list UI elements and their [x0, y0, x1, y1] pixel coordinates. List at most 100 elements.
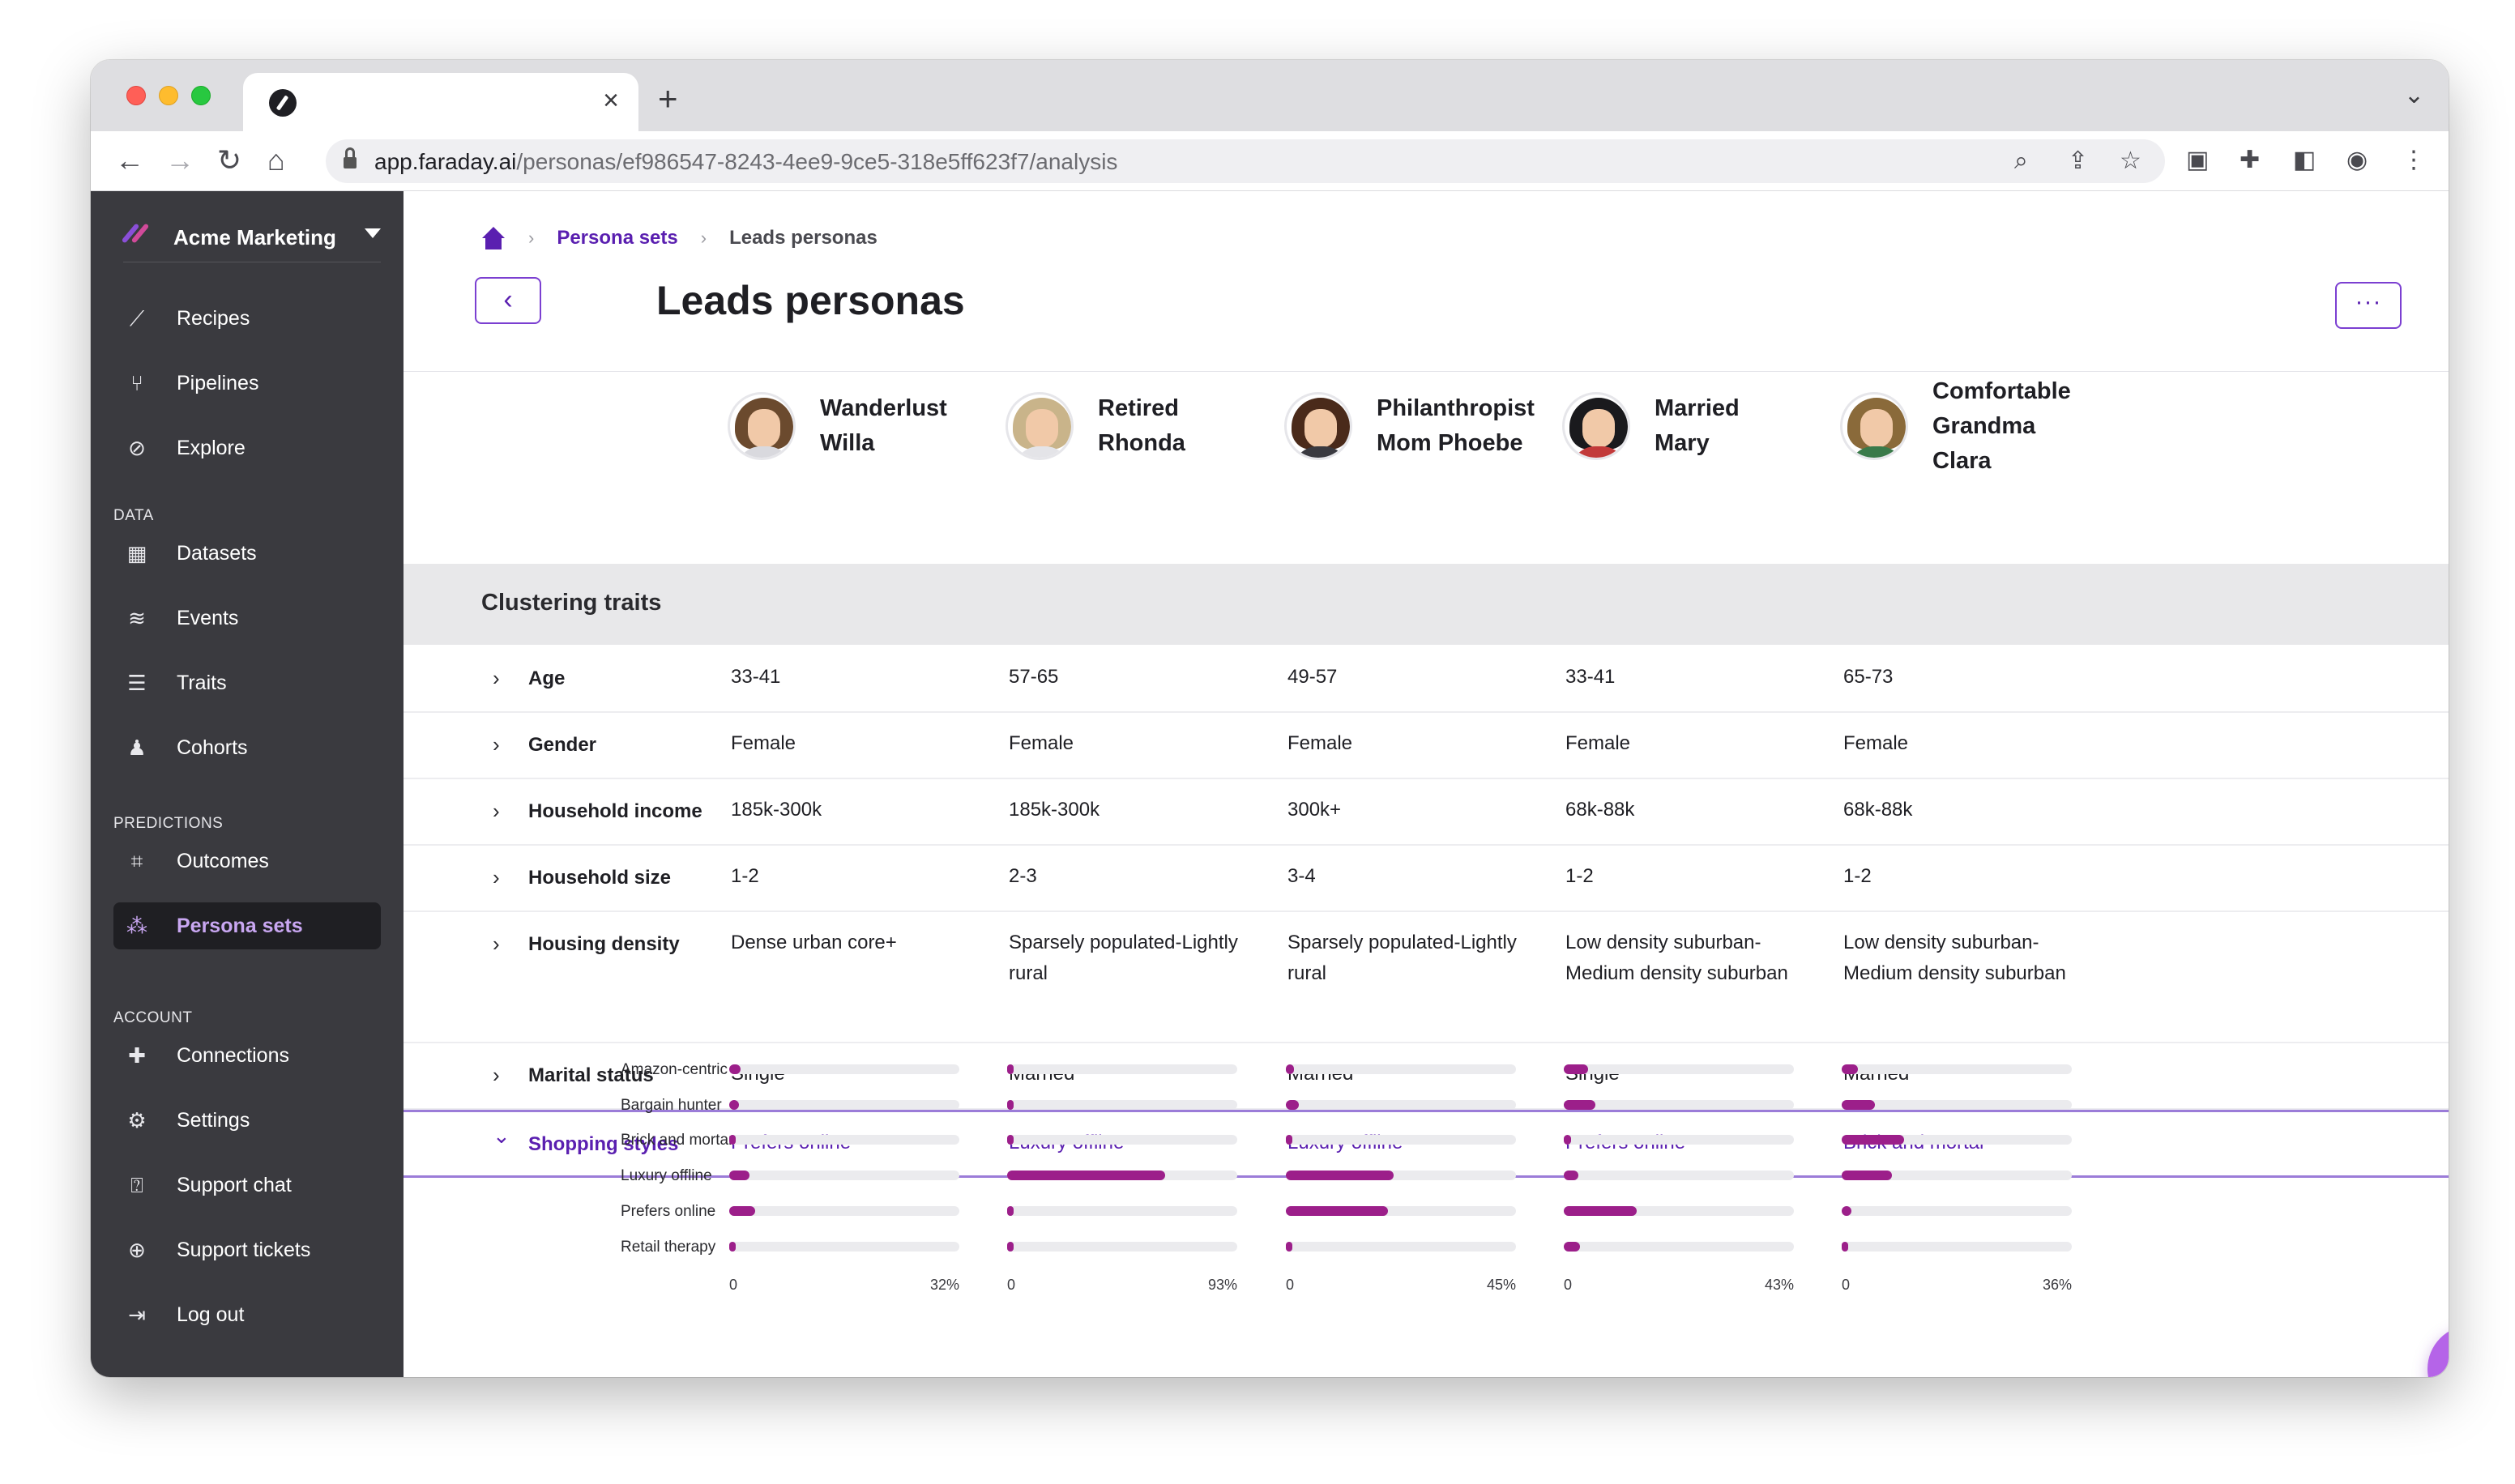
- chart-bar: [729, 1135, 736, 1145]
- sidebar-item-label: Cohorts: [177, 736, 248, 759]
- share-icon[interactable]: ⇪: [2068, 147, 2089, 174]
- tab-search-chevron-icon[interactable]: ⌄: [2403, 82, 2424, 109]
- forward-arrow-icon[interactable]: →: [165, 143, 194, 177]
- camera-icon[interactable]: ▣: [2186, 147, 2210, 173]
- trait-value: 68k-88k: [1843, 799, 1913, 821]
- minimize-window-button[interactable]: [159, 86, 178, 105]
- sidebar-item-label: Recipes: [177, 307, 250, 330]
- sidebar-item-events[interactable]: ≋ Events: [113, 595, 381, 642]
- trait-value: Married: [1287, 1059, 1531, 1090]
- close-window-button[interactable]: [126, 86, 146, 105]
- trait-value: Female: [731, 732, 796, 754]
- header-divider: [404, 371, 2449, 372]
- tab-close-icon[interactable]: ×: [603, 85, 619, 116]
- reload-icon[interactable]: ↻: [217, 143, 242, 177]
- chevron-right-icon[interactable]: ›: [493, 865, 500, 889]
- chevron-down-icon[interactable]: ⌄: [493, 1124, 510, 1148]
- trait-value: Female: [1565, 732, 1631, 754]
- persona-column-header[interactable]: Wanderlust Willa: [728, 392, 1003, 505]
- chart-bar: [1564, 1171, 1579, 1180]
- back-button[interactable]: ‹: [475, 277, 541, 324]
- sidebar-item-cohorts[interactable]: ♟ Cohorts: [113, 724, 381, 771]
- home-browser-icon[interactable]: ⌂: [267, 143, 285, 177]
- extensions-icon[interactable]: ✚: [2240, 147, 2261, 173]
- avatar: [1840, 392, 1908, 460]
- chart-axis-min-label: 0: [1007, 1277, 1016, 1293]
- chevron-right-icon[interactable]: ›: [493, 732, 500, 757]
- chart-bar: [1286, 1242, 1292, 1252]
- trait-value: Female: [1287, 732, 1353, 754]
- chart-bar: [1564, 1242, 1581, 1252]
- zoom-icon[interactable]: ⌕: [2014, 147, 2028, 174]
- profile-avatar-icon[interactable]: ◉: [2346, 147, 2368, 173]
- chevron-right-icon[interactable]: ›: [493, 799, 500, 823]
- chart-axis-max-label: 93%: [1207, 1277, 1237, 1293]
- more-options-button[interactable]: ···: [2335, 282, 2402, 329]
- trait-row[interactable]: › Age 33-41 57-65 49-57 33-41 65-73: [404, 646, 2449, 713]
- grid-icon: ▦: [126, 541, 147, 565]
- sidebar-item-persona-sets[interactable]: ⁂ Persona sets: [113, 902, 381, 949]
- sidebar-item-log-out[interactable]: ⇥ Log out: [113, 1291, 381, 1338]
- caret-down-icon: [365, 228, 381, 238]
- puzzle-icon: ✚: [128, 1043, 146, 1068]
- persona-column-header[interactable]: Retired Rhonda: [1006, 392, 1281, 505]
- address-bar[interactable]: app.faraday.ai/personas/ef986547-8243-4e…: [326, 139, 2165, 183]
- trait-row[interactable]: › Household income 185k-300k 185k-300k 300k+…: [404, 779, 2449, 846]
- chevron-right-icon[interactable]: ›: [493, 1063, 500, 1087]
- tab-strip: × + ⌄: [91, 60, 2449, 131]
- sidebar-item-outcomes[interactable]: ⌗ Outcomes: [113, 838, 381, 885]
- url-text[interactable]: app.faraday.ai/personas/ef986547-8243-4e…: [374, 149, 1118, 174]
- sidebar-item-support-tickets[interactable]: ⊕ Support tickets: [113, 1226, 381, 1273]
- side-panel-icon[interactable]: ◧: [2293, 147, 2316, 173]
- maximize-window-button[interactable]: [191, 86, 211, 105]
- sidebar-item-label: Support chat: [177, 1174, 292, 1196]
- sidebar-item-support-chat[interactable]: ⍰ Support chat: [113, 1162, 381, 1209]
- persona-name: Willa: [820, 430, 875, 456]
- sidebar-item-label: Traits: [177, 672, 227, 694]
- chevron-right-icon[interactable]: ›: [493, 932, 500, 956]
- clustering-traits-section: Clustering traits: [404, 564, 2449, 645]
- chart-category-label: Amazon-centric: [621, 1061, 728, 1078]
- persona-column-header[interactable]: Married Mary: [1562, 392, 1838, 505]
- persona-column-header[interactable]: Philanthropist Mom Phoebe: [1284, 392, 1560, 505]
- breadcrumb-persona-sets-link[interactable]: Persona sets: [557, 227, 678, 249]
- chart-bar-track: [1286, 1171, 1516, 1180]
- sidebar-item-datasets[interactable]: ▦ Datasets: [113, 530, 381, 577]
- chart-bar-track: [1564, 1100, 1794, 1110]
- home-icon[interactable]: [481, 227, 506, 249]
- chart-axis-min-label: 0: [1286, 1277, 1295, 1293]
- trait-label: Age: [528, 667, 566, 689]
- trait-value: Low density suburban-Medium density subu…: [1565, 932, 1788, 984]
- trait-label: Household size: [528, 867, 672, 889]
- persona-name: Grandma: [1932, 412, 2036, 439]
- trait-value: 1-2: [731, 865, 759, 887]
- chart-bar: [1564, 1064, 1589, 1074]
- chart-axis-max-label: 32%: [929, 1277, 959, 1293]
- chart-axis-min-label: 0: [729, 1277, 738, 1293]
- chart-bar: [1842, 1171, 1893, 1180]
- bookmark-star-icon[interactable]: ☆: [2120, 147, 2141, 174]
- trait-row[interactable]: › Household size 1-2 2-3 3-4 1-2 1-2: [404, 846, 2449, 912]
- browser-tab[interactable]: ×: [243, 73, 638, 131]
- sidebar-item-recipes[interactable]: ⟋ Recipes: [113, 295, 381, 342]
- trait-label: Marital status: [528, 1064, 654, 1086]
- sidebar-item-settings[interactable]: ⚙ Settings: [113, 1097, 381, 1144]
- sidebar-item-traits[interactable]: ☰ Traits: [113, 659, 381, 706]
- sidebar-item-pipelines[interactable]: ⑂ Pipelines: [113, 360, 381, 407]
- chart-bar-track: [1007, 1171, 1237, 1180]
- trait-row[interactable]: › Housing density Dense urban core+ Sparsel…: [404, 912, 2449, 1043]
- chevron-right-icon[interactable]: ›: [493, 666, 500, 690]
- back-arrow-icon[interactable]: ←: [115, 143, 144, 177]
- browser-menu-icon[interactable]: ⋮: [2402, 147, 2426, 173]
- trait-row[interactable]: › Gender Female Female Female Female Female: [404, 713, 2449, 779]
- org-switcher[interactable]: Acme Marketing: [121, 214, 381, 262]
- sidebar-item-connections[interactable]: ✚ Connections: [113, 1032, 381, 1079]
- chart-bar-track: [1286, 1135, 1516, 1145]
- trait-value: 33-41: [1565, 666, 1616, 688]
- avatar: [728, 392, 796, 460]
- persona-column-header[interactable]: Comfortable Grandma Clara: [1840, 378, 2116, 505]
- new-tab-button[interactable]: +: [658, 79, 678, 117]
- chart-bar-track: [1564, 1171, 1794, 1180]
- trait-value: Married: [1843, 1059, 2086, 1090]
- sidebar-item-explore[interactable]: ⊘ Explore: [113, 424, 381, 471]
